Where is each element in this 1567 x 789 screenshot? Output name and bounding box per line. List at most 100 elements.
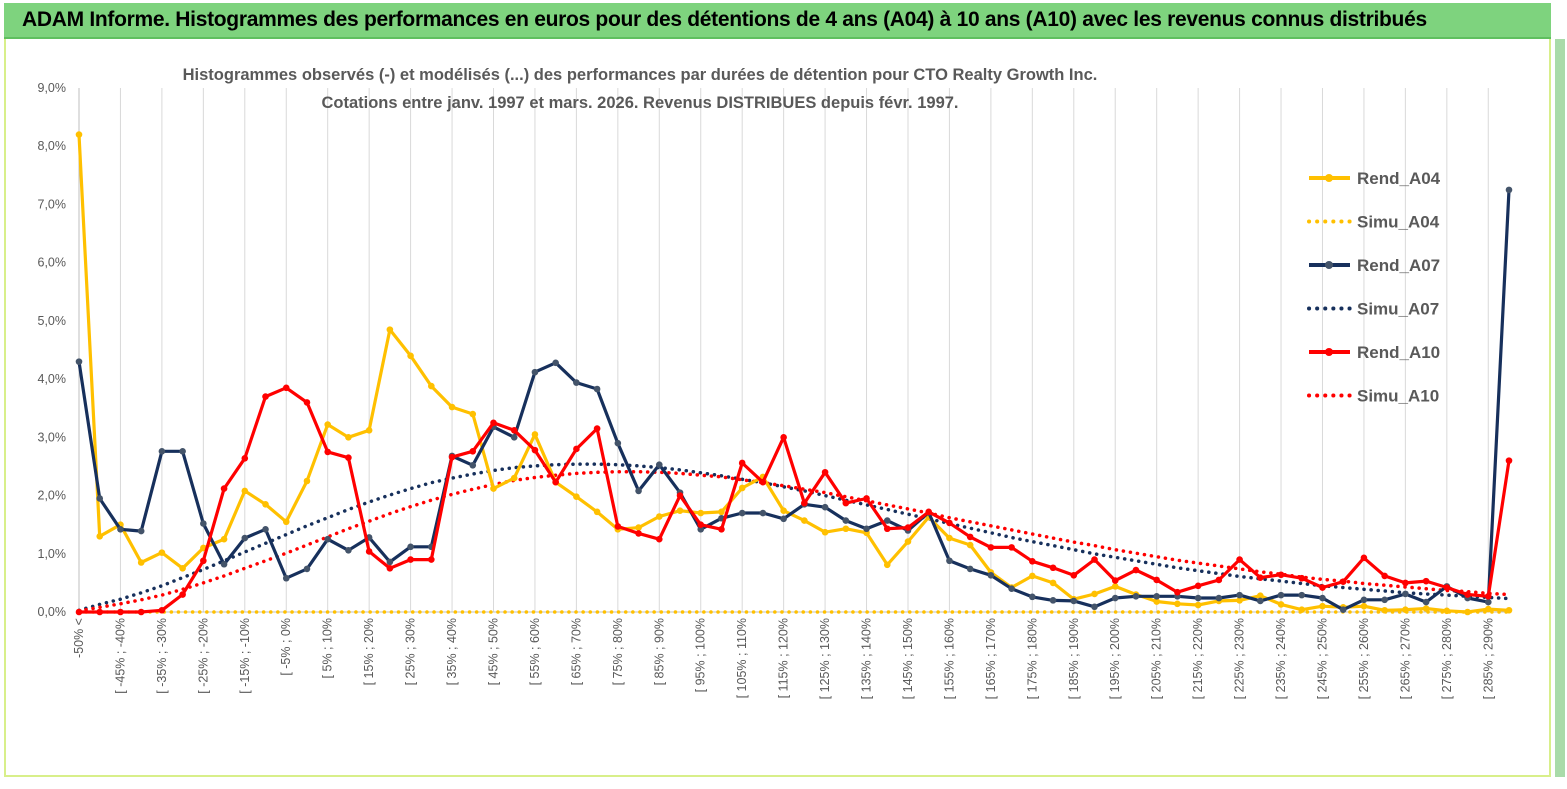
data-point [1298,574,1306,582]
data-point [635,487,642,495]
data-point [1484,598,1492,606]
legend-label: Simu_A10 [1357,387,1439,406]
report-title: ADAM Informe. Histogrammes des performan… [22,8,1427,31]
x-tick-label: [ 215% ; 220% [1191,618,1205,699]
data-point [1257,574,1264,581]
data-point [220,485,228,492]
y-tick-label: 2,0% [38,489,67,503]
x-tick-label: [ 135% ; 140% [860,618,874,699]
data-point [718,508,725,516]
x-tick-label: [ 155% ; 160% [942,618,956,699]
x-tick-label: [ 245% ; 250% [1315,618,1329,699]
data-point [1257,597,1264,605]
axes [78,88,1509,613]
data-point [282,518,290,526]
data-point [510,434,518,441]
data-point [635,524,642,531]
data-point [1091,590,1098,598]
data-point [96,495,104,502]
data-point [324,535,331,543]
data-point [1194,601,1202,609]
data-point [1049,597,1057,604]
data-point [303,477,311,485]
data-point [241,534,249,542]
data-point [1464,591,1471,598]
x-tick-label: [ 85% ; 90% [652,618,666,685]
data-point [1070,597,1078,605]
data-point [1381,572,1388,580]
data-point [137,559,145,566]
data-point [200,557,207,565]
data-point [1091,603,1098,611]
data-point [655,461,663,468]
data-point [801,517,808,524]
x-tick-label: [ 125% ; 130% [818,618,832,699]
data-point [303,399,311,406]
data-point [759,478,767,486]
data-point [1402,579,1409,587]
x-tick-label: [ 285% ; 290% [1481,618,1495,699]
x-tick-label: [ 175% ; 180% [1025,618,1039,699]
data-point [510,474,518,482]
legend-label: Simu_A04 [1357,213,1440,232]
x-tick-label: [ 95% ; 100% [694,618,708,692]
data-point [1277,571,1285,579]
data-point [137,608,145,616]
data-point [262,500,269,508]
series-line [77,189,1511,612]
y-tick-label: 0,0% [38,605,67,619]
data-point [1360,602,1368,610]
data-point [1505,457,1513,464]
legend-label: Simu_A07 [1357,300,1439,319]
data-point [883,517,891,524]
data-point [179,565,186,572]
data-point [946,557,953,565]
legend-marker [1325,261,1333,269]
data-point [220,535,228,543]
data-point [821,503,829,511]
x-tick-label: [ 115% ; 120% [777,618,791,698]
x-tick-label: [ 235% ; 240% [1274,618,1288,699]
data-point [1402,606,1409,613]
data-point [987,572,995,579]
data-point [1215,594,1223,602]
y-tick-label: 5,0% [38,314,67,328]
x-tick-label: [ 185% ; 190% [1067,618,1081,699]
data-point [179,448,186,455]
chart-title-line1: Histogrammes observés (-) et modélisés (… [183,66,1098,84]
data-point [1422,605,1430,612]
data-point [676,507,684,514]
data-point [1153,598,1160,605]
data-point [1443,584,1451,591]
data-point [1484,605,1492,613]
data-point [697,521,705,528]
data-point [1174,588,1181,596]
data-point [1029,593,1036,601]
y-tick-label: 4,0% [38,372,67,386]
data-point [614,523,622,530]
data-point [407,352,414,360]
data-point [428,556,435,563]
data-point [75,358,83,365]
data-point [303,565,311,573]
data-point [1236,591,1243,599]
x-tick-label: -50% < [72,618,86,658]
legend-label: Rend_A10 [1357,343,1440,362]
y-tick-label: 1,0% [38,547,67,561]
data-point [469,461,477,469]
x-tick-label: [ 205% ; 210% [1150,618,1164,699]
data-point [801,499,808,507]
legend-marker [1325,348,1333,356]
data-point [1029,572,1036,580]
data-point [863,525,870,533]
data-point [386,565,394,572]
x-tick-label: [ 45% ; 50% [486,618,500,685]
data-point [282,574,290,582]
data-point [1049,579,1057,587]
x-tick-label: [ -15% ; -10% [238,618,252,694]
y-tick-label: 6,0% [38,256,67,270]
x-tick-label: [ 25% ; 30% [404,618,418,685]
data-point [946,534,953,542]
data-point [883,525,891,533]
data-point [1339,606,1347,613]
